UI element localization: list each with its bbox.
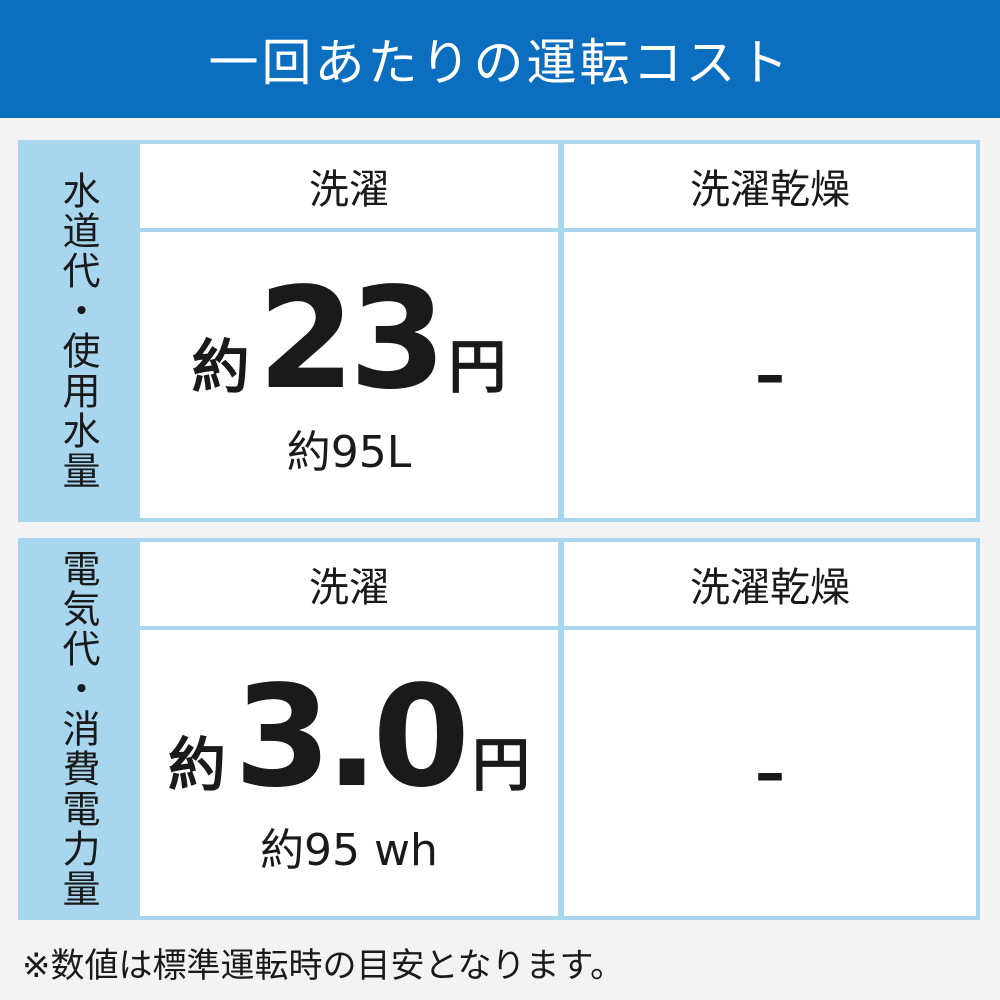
- approx-prefix: 約: [167, 731, 226, 799]
- cost-value: 約 3.0 円: [168, 668, 530, 808]
- row-label-text: 水道代・使用水量: [56, 171, 100, 491]
- not-applicable-dash: –: [755, 340, 785, 410]
- row-label: 水道代・使用水量: [18, 140, 138, 522]
- column-header-wash: 洗濯: [140, 542, 558, 626]
- page-title: 一回あたりの運転コスト: [0, 0, 1000, 118]
- usage-amount: 約95L: [286, 427, 412, 478]
- cost-value: 約 23 円: [192, 270, 507, 410]
- approx-prefix: 約: [191, 333, 250, 401]
- usage-amount: 約95 wh: [260, 825, 438, 876]
- electricity-cost-table: 電気代・消費電力量 洗濯 洗濯乾燥 約 3.0 円 約95 wh –: [18, 538, 980, 920]
- cost-number: 3.0: [233, 656, 470, 819]
- not-applicable-dash: –: [755, 738, 785, 808]
- water-cost-table: 水道代・使用水量 洗濯 洗濯乾燥 約 23 円 約95L –: [18, 140, 980, 522]
- column-header-wash-dry: 洗濯乾燥: [564, 144, 976, 228]
- wash-cost-cell: 約 23 円 約95L: [140, 232, 558, 518]
- cost-number: 23: [257, 258, 447, 421]
- row-label-text: 電気代・消費電力量: [56, 549, 100, 909]
- column-header-wash: 洗濯: [140, 144, 558, 228]
- column-header-wash-dry: 洗濯乾燥: [564, 542, 976, 626]
- row-label: 電気代・消費電力量: [18, 538, 138, 920]
- yen-unit: 円: [448, 333, 507, 401]
- footnote: ※数値は標準運転時の目安となります。: [22, 946, 625, 986]
- wash-dry-cost-cell: –: [564, 232, 976, 518]
- wash-dry-cost-cell: –: [564, 630, 976, 916]
- yen-unit: 円: [472, 731, 531, 799]
- wash-cost-cell: 約 3.0 円 約95 wh: [140, 630, 558, 916]
